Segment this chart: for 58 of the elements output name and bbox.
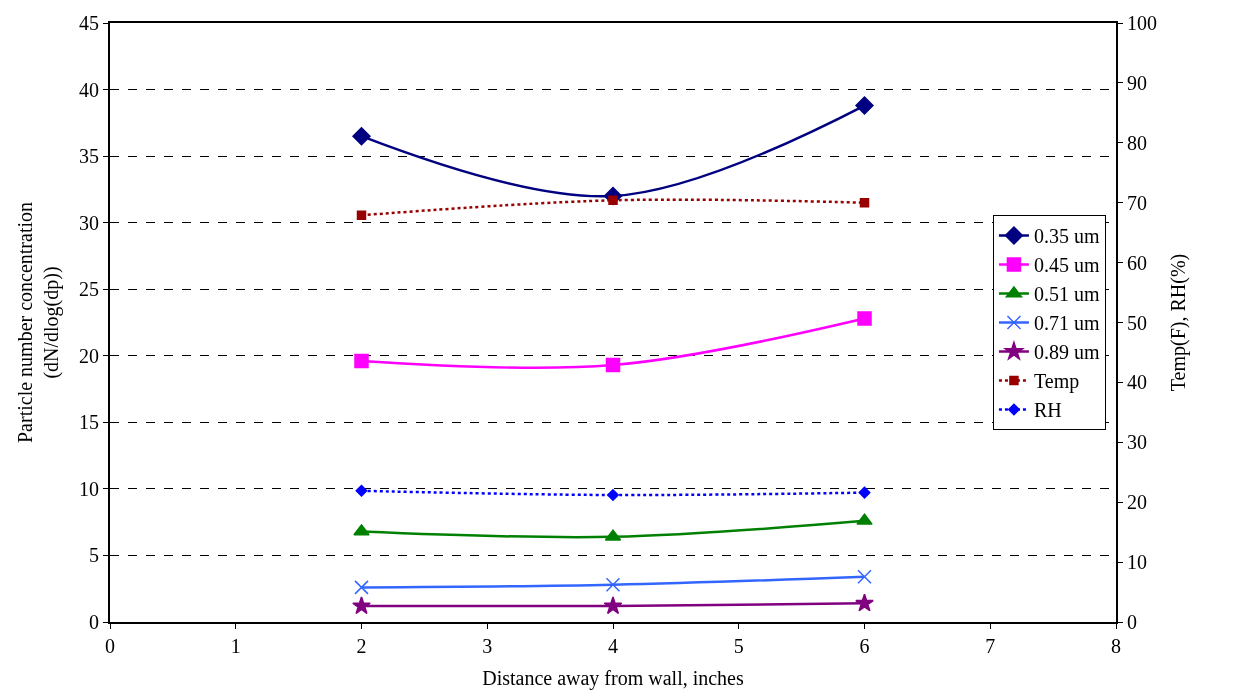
point xyxy=(352,126,371,146)
x-tick-label: 4 xyxy=(608,635,618,657)
y2-tick-label: 60 xyxy=(1127,251,1147,274)
y-tick-label: 15 xyxy=(79,411,99,434)
point xyxy=(355,484,368,497)
legend-label: Temp xyxy=(1033,370,1080,394)
y-tick-label: 25 xyxy=(79,278,99,301)
legend-label: 0.89 um xyxy=(1033,341,1100,364)
y-tick-label: 45 xyxy=(79,12,99,34)
point xyxy=(858,486,871,499)
legend-label: 0.45 um xyxy=(1033,254,1100,277)
y-tick-label: 35 xyxy=(79,145,99,168)
y2-tick-label: 50 xyxy=(1127,311,1147,334)
x-tick-label: 0 xyxy=(105,635,115,657)
y2-axis-title: Temp(F), RH(%) xyxy=(1167,253,1190,392)
y2-tick-label: 10 xyxy=(1127,551,1147,574)
x-tick-label: 6 xyxy=(859,635,870,657)
x-tick-label: 1 xyxy=(230,635,241,657)
y-tick-label: 30 xyxy=(79,211,99,234)
x-tick-label: 2 xyxy=(356,635,367,657)
y2-tick-label: 80 xyxy=(1127,131,1147,154)
point xyxy=(607,489,619,501)
y-tick-label: 0 xyxy=(89,611,99,633)
point xyxy=(603,596,623,615)
legend-label: 0.51 um xyxy=(1033,283,1100,306)
y2-tick-label: 20 xyxy=(1127,491,1147,514)
x-tick-label: 7 xyxy=(985,635,996,657)
legend-label: RH xyxy=(1033,399,1062,422)
y2-tick-label: 40 xyxy=(1127,371,1147,394)
y2-tick-label: 30 xyxy=(1127,431,1147,454)
x-axis-title: Distance away from wall, inches xyxy=(482,667,744,690)
y-tick-label: 20 xyxy=(79,344,99,367)
point xyxy=(856,513,873,525)
point xyxy=(857,569,872,584)
point xyxy=(356,210,367,221)
x-tick-label: 3 xyxy=(482,635,493,657)
legend-label: 0.35 um xyxy=(1033,225,1100,248)
y-tick-label: 5 xyxy=(89,544,99,567)
x-tick-label: 5 xyxy=(733,635,744,657)
y2-tick-label: 90 xyxy=(1127,71,1147,94)
point xyxy=(354,580,369,595)
point xyxy=(859,197,870,208)
y2-tick-label: 100 xyxy=(1127,12,1157,34)
y-axis-title: Particle number concentration (dN/dlog(dp)) xyxy=(14,201,63,444)
point xyxy=(353,524,370,536)
y2-tick-label: 0 xyxy=(1127,611,1137,633)
point xyxy=(857,311,872,326)
y-tick-label: 10 xyxy=(79,477,99,500)
legend-label: 0.71 um xyxy=(1033,312,1100,335)
point xyxy=(352,596,371,615)
point xyxy=(605,577,621,592)
x-tick-label: 8 xyxy=(1111,635,1121,657)
point xyxy=(855,593,874,612)
y-tick-label: 40 xyxy=(79,78,99,101)
point xyxy=(605,357,621,373)
point xyxy=(855,96,874,115)
y2-tick-label: 70 xyxy=(1127,191,1147,214)
point xyxy=(354,353,369,369)
